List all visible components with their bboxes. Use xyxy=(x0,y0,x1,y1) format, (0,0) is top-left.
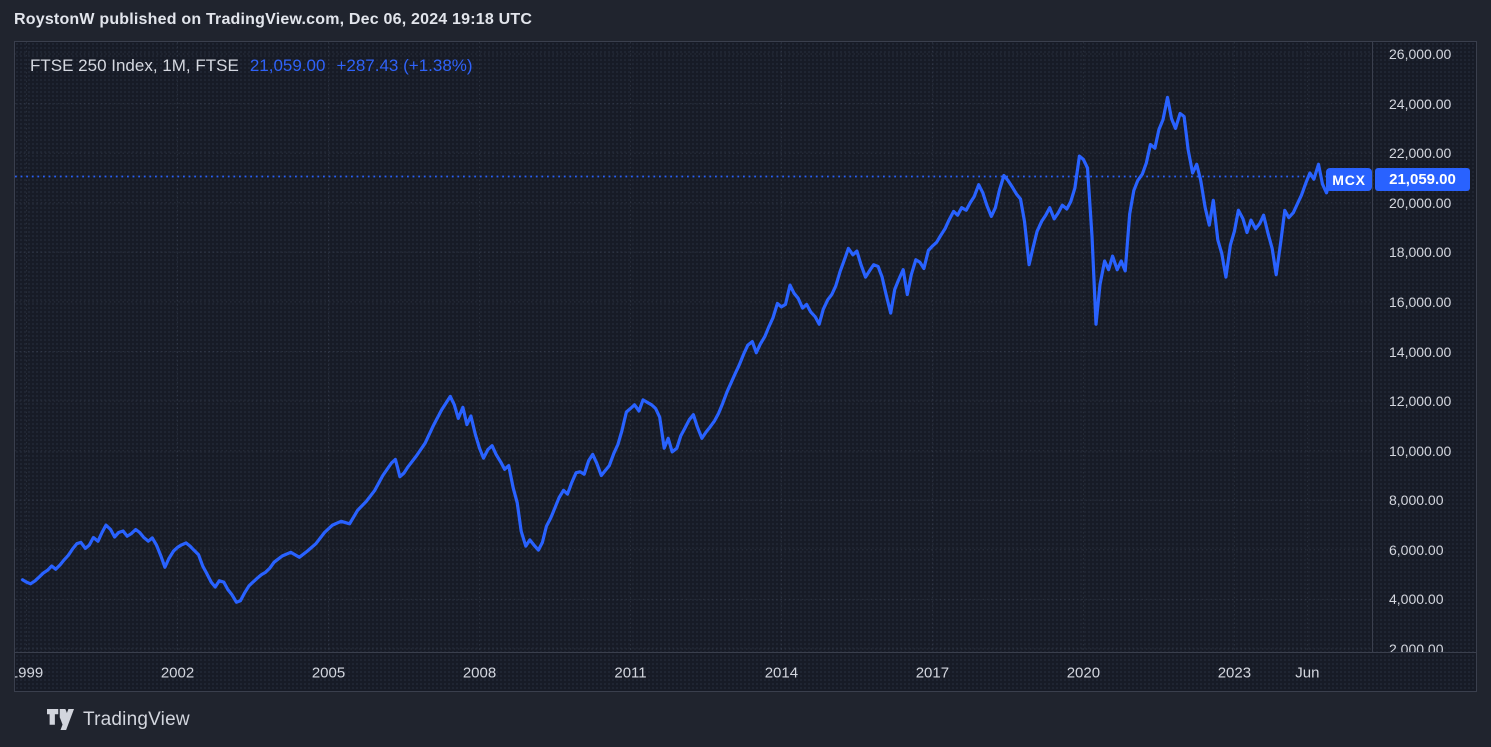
price-tick-label: 16,000.00 xyxy=(1389,293,1452,310)
time-tick-label: 2023 xyxy=(1217,664,1252,681)
tradingview-logo-icon[interactable] xyxy=(47,709,74,730)
price-tick-label: 26,000.00 xyxy=(1389,46,1452,62)
time-tick-label: 2014 xyxy=(764,664,799,681)
price-tick-label: 14,000.00 xyxy=(1389,343,1452,360)
price-tick-label: 22,000.00 xyxy=(1389,145,1452,162)
chart-widget: FTSE 250 Index, 1M, FTSE 21,059.00 +287.… xyxy=(14,41,1477,692)
tradingview-brand-text[interactable]: TradingView xyxy=(83,708,190,730)
time-tick-label: Jun xyxy=(1295,664,1320,681)
time-tick-label: 2002 xyxy=(160,664,195,681)
time-tick-label: 2020 xyxy=(1066,664,1101,681)
price-tick-label: 2,000.00 xyxy=(1389,641,1444,652)
price-tick-label: 4,000.00 xyxy=(1389,591,1444,608)
current-price-label: 21,059.00 xyxy=(1375,168,1470,191)
publish-title: RoystonW published on TradingView.com, D… xyxy=(14,11,533,28)
price-line-chart xyxy=(15,42,1372,652)
symbol-title[interactable]: FTSE 250 Index, 1M, FTSE xyxy=(30,56,239,75)
chart-plot-area[interactable]: FTSE 250 Index, 1M, FTSE 21,059.00 +287.… xyxy=(15,42,1372,652)
chart-legend: FTSE 250 Index, 1M, FTSE 21,059.00 +287.… xyxy=(30,56,473,76)
price-tick-label: 18,000.00 xyxy=(1389,244,1452,261)
time-tick-label: 2011 xyxy=(614,664,647,681)
time-tick-label: 1999 xyxy=(15,664,44,681)
time-tick-label: 2017 xyxy=(915,664,950,681)
last-price-value: 21,059.00 xyxy=(249,56,326,75)
price-tick-label: 12,000.00 xyxy=(1389,393,1452,410)
exchange-badge: MCX xyxy=(1326,168,1372,191)
footer-bar: TradingView xyxy=(0,692,1491,747)
time-tick-label: 2005 xyxy=(311,664,346,681)
price-tick-label: 20,000.00 xyxy=(1389,194,1452,211)
price-tick-label: 10,000.00 xyxy=(1389,442,1452,459)
price-series-line xyxy=(20,95,1333,604)
time-axis[interactable]: 1999 2002 2005 2008 2011 2014 2017 2020 2023 Jun xyxy=(15,652,1476,691)
publish-header: RoystonW published on TradingView.com, D… xyxy=(14,0,532,40)
price-tick-label: 6,000.00 xyxy=(1389,541,1444,558)
price-change-value: +287.43 (+1.38%) xyxy=(336,56,473,75)
price-tick-label: 24,000.00 xyxy=(1389,95,1452,112)
price-tick-label: 8,000.00 xyxy=(1389,492,1444,509)
price-axis[interactable]: 26,000.00 24,000.00 22,000.00 20,000.00 18,0… xyxy=(1372,42,1476,652)
time-tick-label: 2008 xyxy=(462,664,497,681)
